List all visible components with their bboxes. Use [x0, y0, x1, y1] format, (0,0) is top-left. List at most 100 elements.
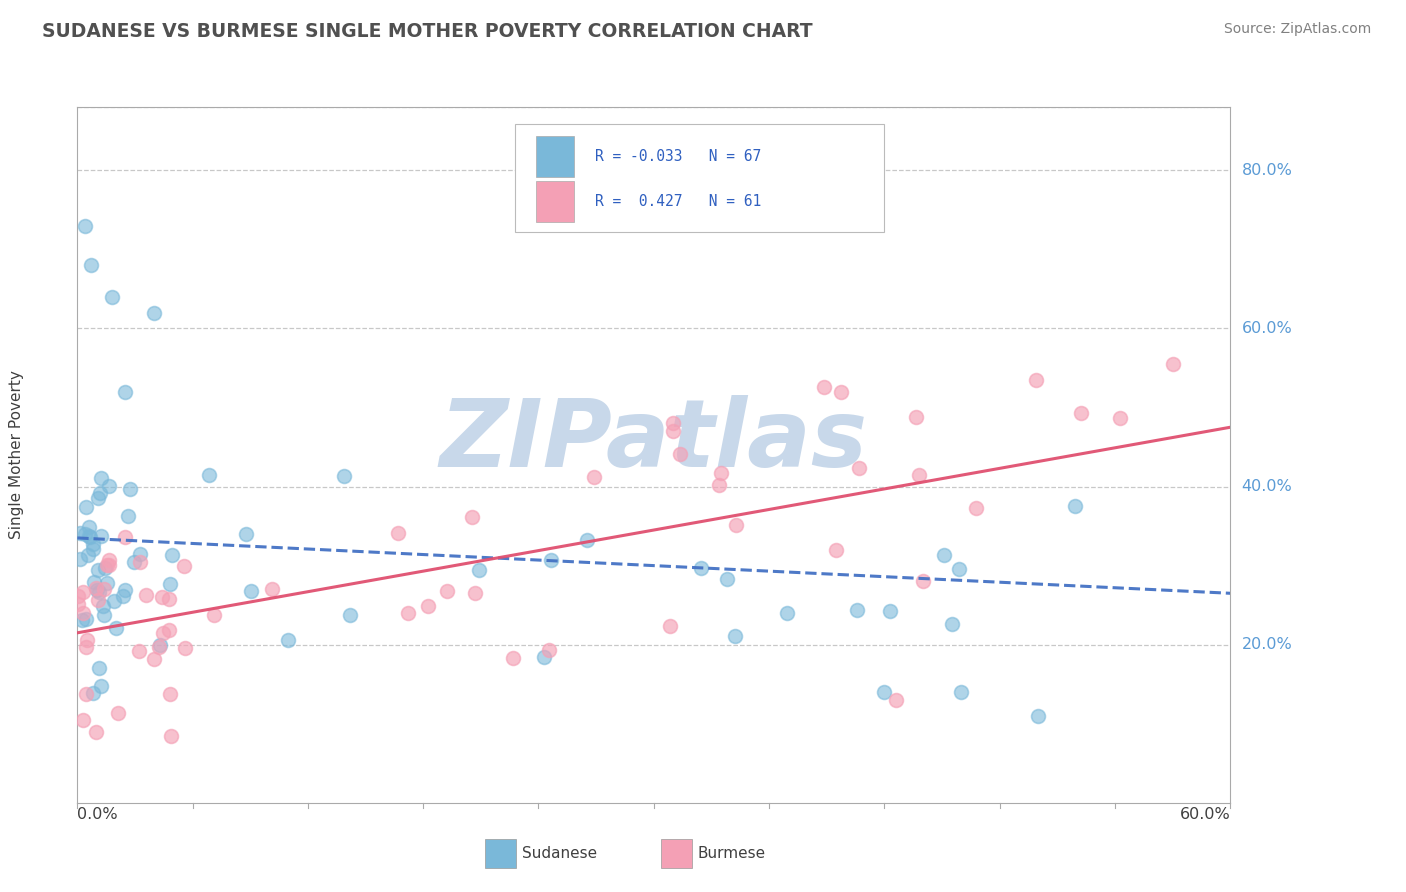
Point — [91, 599, 114, 614]
Point — [416, 599, 439, 614]
Point — [98, 558, 121, 572]
Point — [846, 603, 869, 617]
Point — [825, 543, 848, 558]
Point — [1026, 708, 1049, 723]
Text: 80.0%: 80.0% — [1241, 163, 1292, 178]
Point — [468, 563, 491, 577]
Point — [84, 724, 107, 739]
Point — [202, 607, 225, 622]
Point — [75, 500, 97, 515]
Point — [879, 604, 901, 618]
Point — [533, 650, 555, 665]
Point — [122, 555, 145, 569]
Point — [89, 661, 111, 675]
Point — [662, 424, 685, 438]
Text: R = -0.033   N = 67: R = -0.033 N = 67 — [595, 149, 761, 164]
Point — [583, 469, 606, 483]
Point — [387, 526, 409, 541]
Point — [540, 553, 562, 567]
Point — [143, 305, 166, 319]
Point — [662, 417, 685, 431]
Point — [72, 614, 94, 628]
Text: 20.0%: 20.0% — [1241, 637, 1292, 652]
Point — [198, 468, 221, 483]
Point — [129, 547, 152, 561]
Point — [339, 608, 361, 623]
Point — [82, 537, 104, 551]
Point — [82, 686, 104, 700]
Bar — [536, 136, 574, 177]
Point — [884, 693, 907, 707]
Point — [159, 577, 181, 591]
Point — [98, 479, 121, 493]
Point — [173, 559, 195, 574]
Point — [690, 561, 713, 575]
Point — [148, 640, 170, 654]
Point — [239, 584, 262, 599]
Point — [118, 482, 141, 496]
Point — [277, 633, 299, 648]
Point — [72, 713, 94, 727]
Point — [101, 290, 124, 304]
Point — [114, 582, 136, 597]
Point — [1070, 406, 1092, 420]
Point — [948, 562, 970, 576]
Point — [502, 650, 524, 665]
Point — [104, 621, 127, 635]
Point — [96, 576, 118, 591]
Point — [93, 582, 115, 597]
Point — [98, 553, 121, 567]
Point — [93, 608, 115, 623]
Point — [152, 625, 174, 640]
Point — [89, 486, 111, 500]
Point — [159, 729, 181, 743]
Point — [830, 384, 852, 399]
Point — [716, 573, 738, 587]
Point — [1109, 410, 1132, 425]
Text: ZIPatlas: ZIPatlas — [440, 395, 868, 487]
Point — [83, 574, 105, 589]
Text: 40.0%: 40.0% — [1241, 479, 1292, 494]
Point — [776, 606, 799, 620]
Point — [73, 219, 96, 233]
Point — [157, 592, 180, 607]
Point — [668, 447, 690, 461]
Point — [911, 574, 934, 589]
Point — [67, 589, 90, 603]
Text: Sudanese: Sudanese — [522, 847, 596, 861]
Point — [162, 548, 184, 562]
Point — [460, 510, 482, 524]
Point — [174, 640, 197, 655]
Point — [724, 517, 747, 532]
Point — [87, 563, 110, 577]
Point — [80, 258, 103, 272]
Point — [114, 530, 136, 544]
Point — [75, 612, 97, 626]
Point — [235, 526, 257, 541]
Text: 0.0%: 0.0% — [77, 807, 118, 822]
Point — [658, 619, 681, 633]
Point — [94, 560, 117, 574]
Point — [436, 583, 458, 598]
Point — [90, 529, 112, 543]
Point — [950, 685, 973, 699]
Point — [77, 529, 100, 543]
Text: Source: ZipAtlas.com: Source: ZipAtlas.com — [1223, 22, 1371, 37]
Point — [813, 380, 835, 394]
Point — [82, 541, 104, 556]
Point — [72, 606, 94, 620]
Point — [112, 589, 135, 603]
Point — [90, 471, 112, 485]
Point — [86, 593, 108, 607]
Point — [75, 640, 97, 654]
Point — [107, 706, 129, 721]
Point — [76, 632, 98, 647]
Point — [159, 688, 181, 702]
Point — [905, 409, 928, 424]
Text: Single Mother Poverty: Single Mother Poverty — [10, 370, 24, 540]
Point — [87, 491, 110, 505]
Point — [66, 597, 89, 611]
Point — [1064, 500, 1087, 514]
Point — [77, 549, 100, 563]
Point — [75, 526, 97, 541]
